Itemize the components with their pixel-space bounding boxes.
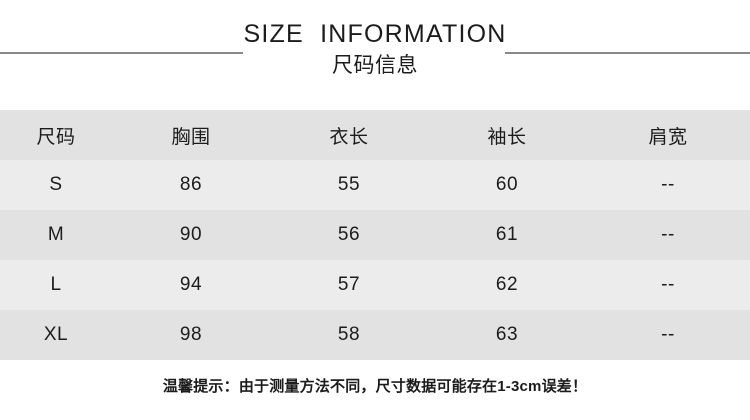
table-header-row: 尺码 胸围 衣长 袖长 肩宽 <box>0 110 750 160</box>
column-header-shoulder: 肩宽 <box>648 126 688 148</box>
cell-size: XL <box>43 324 69 345</box>
size-info-header: SIZE INFORMATION 尺码信息 <box>0 0 750 110</box>
size-chart-table: 尺码 胸围 衣长 袖长 肩宽 S 86 55 60 -- M 90 56 61 … <box>0 110 750 360</box>
table-row: L 94 57 62 -- <box>0 260 750 310</box>
header-rule-right <box>505 52 750 54</box>
cell-length: 55 <box>337 174 361 195</box>
cell-size: S <box>49 174 63 195</box>
header-rule-left <box>0 52 243 54</box>
table-row: XL 98 58 63 -- <box>0 310 750 360</box>
cell-sleeve: 61 <box>495 224 519 245</box>
cell-sleeve: 62 <box>495 274 519 295</box>
cell-size: L <box>50 274 62 295</box>
cell-sleeve: 63 <box>495 324 519 345</box>
cell-bust: 94 <box>179 274 203 295</box>
column-header-length: 衣长 <box>329 126 369 148</box>
cell-shoulder: -- <box>661 224 675 245</box>
cell-length: 57 <box>337 274 361 295</box>
cell-shoulder: -- <box>661 174 675 195</box>
cell-bust: 90 <box>179 224 203 245</box>
cell-bust: 98 <box>179 324 203 345</box>
cell-size: M <box>47 224 65 245</box>
column-header-sleeve: 袖长 <box>487 126 527 148</box>
column-header-bust: 胸围 <box>171 126 211 148</box>
column-header-size: 尺码 <box>36 126 76 148</box>
cell-length: 58 <box>337 324 361 345</box>
page-title-chinese: 尺码信息 <box>332 54 418 77</box>
table-row: M 90 56 61 -- <box>0 210 750 260</box>
measurement-disclaimer: 温馨提示：由于测量方法不同，尺寸数据可能存在1-3cm误差！ <box>162 378 588 395</box>
cell-shoulder: -- <box>661 274 675 295</box>
page-title-english: SIZE INFORMATION <box>243 20 507 48</box>
cell-bust: 86 <box>179 174 203 195</box>
table-row: S 86 55 60 -- <box>0 160 750 210</box>
cell-sleeve: 60 <box>495 174 519 195</box>
cell-shoulder: -- <box>661 324 675 345</box>
cell-length: 56 <box>337 224 361 245</box>
